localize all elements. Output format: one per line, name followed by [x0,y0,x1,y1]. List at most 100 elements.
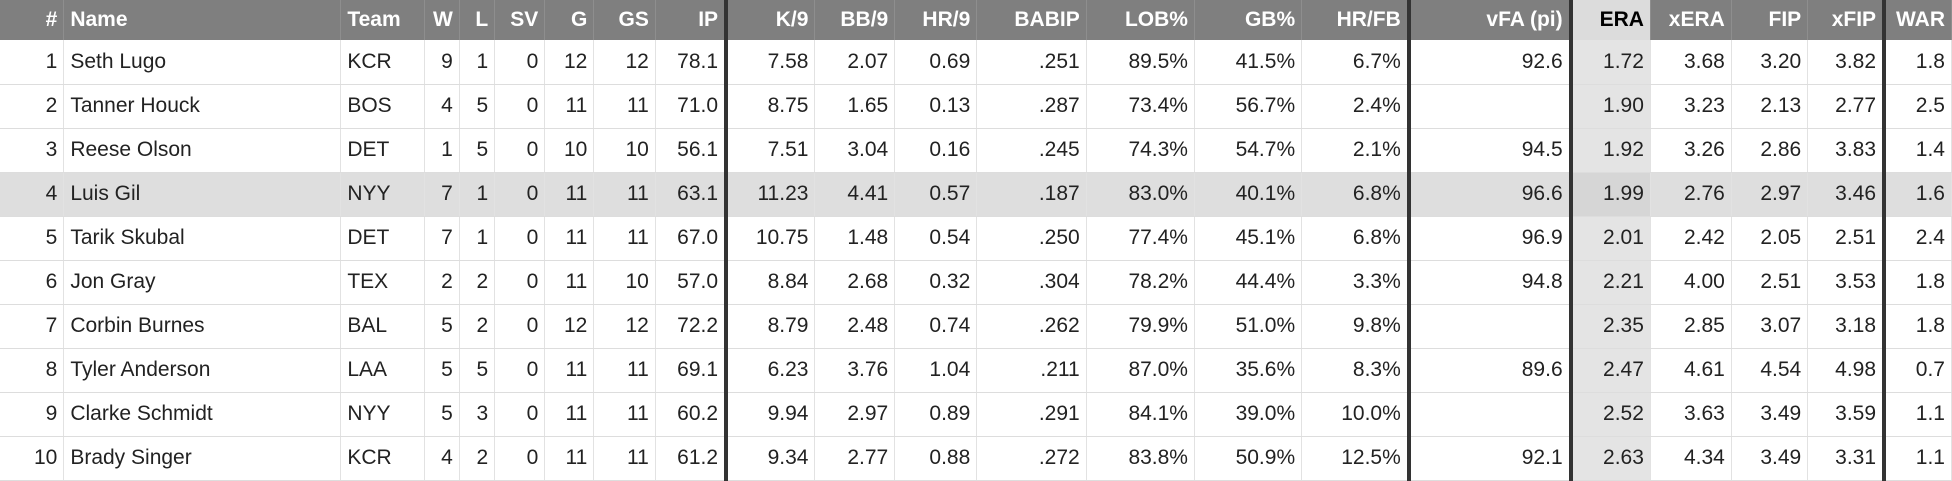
cell-hrfb: 6.8% [1301,216,1411,261]
cell-team[interactable]: TEX [340,260,425,305]
column-header-w[interactable]: W [424,0,460,40]
cell-k9: 10.75 [726,216,816,261]
cell-sv: 0 [494,260,546,305]
column-header-team[interactable]: Team [340,0,425,40]
cell-team[interactable]: NYY [340,172,425,217]
cell-w: 1 [424,128,460,173]
cell-bb9: 3.04 [814,128,896,173]
cell-w: 5 [424,392,460,437]
column-header-xfip[interactable]: xFIP [1807,0,1887,40]
cell-rank: 6 [0,260,65,305]
column-header-fip[interactable]: FIP [1731,0,1809,40]
table-row: 8 Tyler Anderson LAA 5 5 0 11 11 69.1 6.23 3.76 1.0… [0,348,1952,393]
cell-bb9: 2.68 [814,260,896,305]
cell-team[interactable]: NYY [340,392,425,437]
table-row: 6 Jon Gray TEX 2 2 0 11 10 57.0 8.84 2.68 0.32.304 7… [0,260,1952,305]
cell-sv: 0 [494,436,546,481]
cell-team[interactable]: BOS [340,84,425,129]
table-row: 1 Seth Lugo KCR 9 1 0 12 12 78.1 7.58 2.07 0.69.251… [0,40,1952,85]
column-header-gb[interactable]: GB% [1194,0,1303,40]
cell-vfa: 89.6 [1408,348,1573,393]
cell-gs: 12 [593,40,656,85]
cell-fip: 3.49 [1731,392,1809,437]
cell-vfa [1408,84,1573,129]
cell-w: 7 [424,216,460,261]
cell-hr9: 0.16 [894,128,978,173]
cell-babip: .291 [976,392,1087,437]
cell-babip: .304 [976,260,1087,305]
column-header-hrfb[interactable]: HR/FB [1301,0,1411,40]
cell-l: 1 [459,172,496,217]
cell-hr9: 0.88 [894,436,978,481]
cell-gs: 11 [593,392,656,437]
cell-war: 1.4 [1884,128,1952,173]
cell-gs: 11 [593,84,656,129]
column-header-l[interactable]: L [459,0,496,40]
cell-hrfb: 6.8% [1301,172,1411,217]
column-header-xera[interactable]: xERA [1650,0,1732,40]
cell-w: 7 [424,172,460,217]
cell-gb: 39.0% [1194,392,1303,437]
cell-team[interactable]: LAA [340,348,425,393]
column-header-babip[interactable]: BABIP [976,0,1087,40]
cell-name[interactable]: Corbin Burnes [63,304,342,349]
cell-vfa: 92.1 [1408,436,1573,481]
column-header-era[interactable]: ERA [1570,0,1651,40]
column-header-bb9[interactable]: BB/9 [814,0,896,40]
cell-name[interactable]: Luis Gil [63,172,342,217]
table-row: 5 Tarik Skubal DET 7 1 0 11 11 67.0 10.75 1.48 0.54… [0,216,1952,261]
cell-hrfb: 2.1% [1301,128,1411,173]
cell-hrfb: 10.0% [1301,392,1411,437]
column-header-g[interactable]: G [544,0,595,40]
cell-team[interactable]: KCR [340,40,425,85]
cell-ip: 67.0 [655,216,729,261]
table-row: 10 Brady Singer KCR 4 2 0 11 11 61.2 9.34 2.77 0.88… [0,436,1952,481]
cell-babip: .262 [976,304,1087,349]
cell-w: 2 [424,260,460,305]
cell-name[interactable]: Jon Gray [63,260,342,305]
cell-war: 1.6 [1884,172,1952,217]
cell-gs: 11 [593,216,656,261]
cell-g: 11 [544,260,595,305]
column-header-name[interactable]: Name [63,0,342,40]
column-header-rank[interactable]: # [0,0,65,40]
column-header-gs[interactable]: GS [593,0,656,40]
cell-name[interactable]: Reese Olson [63,128,342,173]
cell-gb: 51.0% [1194,304,1303,349]
cell-name[interactable]: Tanner Houck [63,84,342,129]
cell-lob: 79.9% [1086,304,1195,349]
table-row: 4 Luis Gil NYY 7 1 0 11 11 63.1 11.23 4.41 0.57.187… [0,172,1952,217]
cell-name[interactable]: Brady Singer [63,436,342,481]
table-body: 1 Seth Lugo KCR 9 1 0 12 12 78.1 7.58 2.07 0.69.251… [0,40,1952,481]
column-header-ip[interactable]: IP [655,0,729,40]
cell-name[interactable]: Clarke Schmidt [63,392,342,437]
cell-era: 2.01 [1570,216,1651,261]
cell-k9: 9.94 [726,392,816,437]
cell-k9: 8.75 [726,84,816,129]
cell-vfa: 96.6 [1408,172,1573,217]
cell-fip: 2.51 [1731,260,1809,305]
column-header-k9[interactable]: K/9 [726,0,816,40]
column-header-lob[interactable]: LOB% [1086,0,1195,40]
cell-bb9: 4.41 [814,172,896,217]
column-header-hr9[interactable]: HR/9 [894,0,978,40]
cell-xfip: 3.31 [1807,436,1887,481]
cell-team[interactable]: BAL [340,304,425,349]
column-header-vfa[interactable]: vFA (pi) [1408,0,1573,40]
cell-name[interactable]: Tarik Skubal [63,216,342,261]
cell-lob: 87.0% [1086,348,1195,393]
cell-w: 9 [424,40,460,85]
cell-xera: 2.42 [1650,216,1732,261]
cell-team[interactable]: DET [340,128,425,173]
cell-ip: 78.1 [655,40,729,85]
cell-k9: 7.58 [726,40,816,85]
column-header-sv[interactable]: SV [494,0,546,40]
cell-name[interactable]: Seth Lugo [63,40,342,85]
cell-hr9: 0.69 [894,40,978,85]
cell-team[interactable]: KCR [340,436,425,481]
table-row: 7 Corbin Burnes BAL 5 2 0 12 12 72.2 8.79 2.48 0.74… [0,304,1952,349]
column-header-war[interactable]: WAR [1884,0,1952,40]
cell-team[interactable]: DET [340,216,425,261]
cell-name[interactable]: Tyler Anderson [63,348,342,393]
